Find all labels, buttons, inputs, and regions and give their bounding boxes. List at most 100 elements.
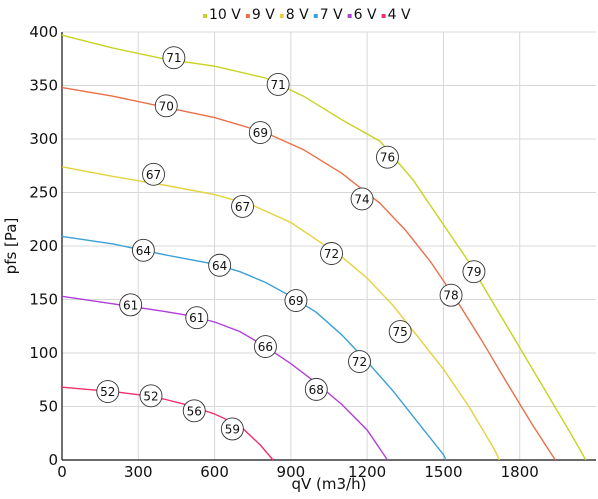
- x-tick-label: 600: [200, 463, 229, 481]
- data-label: 69: [284, 289, 308, 313]
- y-tick-label: 50: [39, 398, 58, 416]
- x-axis-title: qV (m3/h): [292, 475, 367, 493]
- data-label-circle: [220, 417, 244, 441]
- data-label-text: 76: [380, 151, 395, 165]
- data-label: 67: [231, 194, 254, 218]
- legend-label: 4 V: [388, 7, 411, 23]
- data-label-circle: [162, 46, 186, 70]
- data-label-circle: [388, 320, 412, 344]
- data-label-text: 61: [189, 311, 204, 325]
- legend-swatch: [313, 14, 318, 18]
- y-tick-label: 100: [29, 344, 58, 362]
- data-label-text: 75: [393, 325, 408, 339]
- legend-entry: 7 V: [313, 7, 343, 23]
- data-label: 72: [320, 242, 343, 265]
- legend-label: 8 V: [286, 7, 309, 23]
- data-label-text: 78: [443, 289, 458, 303]
- legend-entry: 6 V: [347, 7, 377, 23]
- legend-swatch: [279, 14, 284, 18]
- data-label: 66: [253, 335, 277, 359]
- data-label-text: 71: [271, 78, 286, 92]
- series-line-9v: [61, 86, 556, 461]
- data-label-text: 71: [166, 51, 181, 65]
- data-label: 59: [220, 417, 244, 441]
- data-label-circle: [139, 384, 163, 408]
- data-label-text: 69: [253, 126, 268, 140]
- y-axis-title: pfs [Pa]: [2, 218, 20, 275]
- legend-swatch: [347, 14, 352, 18]
- axes: 0 50 100 150 200 250 300 350 400 0 300 600 900 1200 15…: [29, 23, 596, 481]
- data-label-circle: [253, 335, 277, 359]
- data-label: 70: [154, 94, 178, 118]
- x-tick-label: 900: [277, 463, 306, 481]
- data-label: 69: [248, 121, 272, 145]
- data-label-circle: [131, 238, 155, 262]
- data-label-text: 52: [100, 385, 115, 399]
- data-label: 52: [139, 384, 163, 408]
- legend-label: 6 V: [354, 7, 377, 23]
- data-label-circle: [350, 187, 374, 211]
- data-label-circle: [266, 72, 290, 96]
- data-label: 52: [96, 380, 120, 403]
- data-label: 61: [185, 306, 209, 330]
- y-tick-label: 400: [29, 23, 58, 41]
- data-label: 64: [131, 238, 155, 262]
- data-label-circle: [284, 289, 308, 313]
- x-tick-label: 1500: [424, 463, 462, 481]
- legend-entry: 8 V: [279, 7, 309, 23]
- data-label: 72: [348, 350, 371, 374]
- series-line-7v: [61, 235, 447, 461]
- data-label: 56: [182, 399, 206, 423]
- data-label-text: 79: [466, 265, 481, 279]
- legend-swatch: [203, 14, 207, 18]
- data-label-circle: [248, 121, 272, 145]
- data-label-text: 74: [354, 192, 369, 206]
- x-tick-label: 0: [57, 463, 67, 481]
- data-label: 78: [439, 283, 463, 307]
- data-label-circle: [154, 94, 178, 118]
- data-label-text: 66: [258, 340, 273, 354]
- data-labels: 71 71 76 79 70 69 74 78 67 67 72 75 64 64 69 72 61 61 66 68…: [96, 46, 486, 441]
- data-label-text: 72: [352, 355, 367, 369]
- data-label-circle: [142, 162, 165, 186]
- data-label-text: 61: [123, 298, 138, 312]
- legend-label: 9 V: [252, 7, 275, 23]
- x-tick-label: 1800: [501, 463, 539, 481]
- data-label-circle: [182, 399, 206, 423]
- y-tick-label: 300: [29, 130, 58, 148]
- data-label: 71: [266, 72, 290, 96]
- data-label: 74: [350, 187, 374, 211]
- data-label: 64: [208, 253, 232, 277]
- data-label-text: 70: [159, 99, 174, 113]
- legend-label: 10 V: [209, 7, 241, 23]
- data-label-text: 59: [225, 422, 240, 436]
- data-label-circle: [208, 253, 232, 277]
- data-label-circle: [376, 145, 399, 169]
- data-label-text: 64: [212, 259, 227, 273]
- data-label-circle: [185, 306, 209, 330]
- grid: [62, 31, 596, 460]
- legend-entry: 4 V: [381, 7, 411, 23]
- y-tick-label: 350: [29, 77, 58, 95]
- y-tick-label: 0: [48, 451, 58, 469]
- data-label-text: 72: [324, 247, 339, 261]
- legend: 10 V 9 V 8 V 7 V 6 V 4 V: [203, 7, 411, 23]
- data-label: 67: [142, 162, 165, 186]
- data-label-circle: [320, 242, 343, 265]
- data-label: 76: [376, 145, 399, 169]
- data-label-circle: [348, 350, 371, 374]
- legend-entry: 10 V: [203, 7, 241, 23]
- data-label: 71: [162, 46, 186, 70]
- data-label-text: 67: [146, 168, 161, 182]
- legend-swatch: [245, 14, 250, 18]
- data-label-circle: [439, 283, 463, 307]
- y-tick-label: 250: [29, 184, 58, 202]
- data-label: 61: [119, 293, 143, 317]
- data-label-text: 67: [235, 200, 250, 214]
- data-label-text: 52: [143, 389, 158, 403]
- data-label-circle: [304, 377, 328, 401]
- data-label-text: 56: [187, 404, 202, 418]
- data-label-circle: [231, 194, 254, 218]
